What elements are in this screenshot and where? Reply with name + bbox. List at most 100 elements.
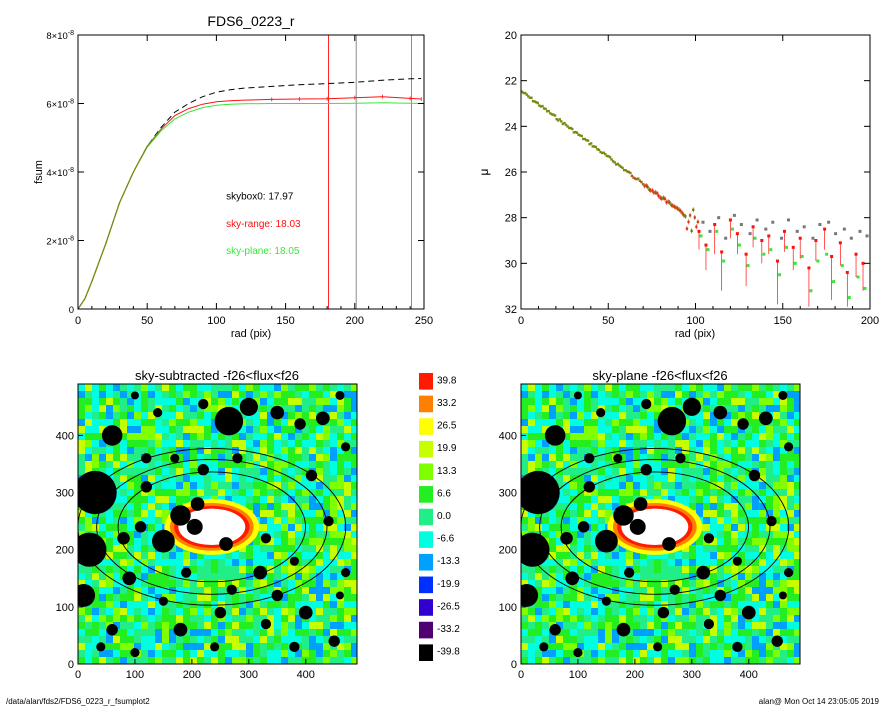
masked-star [214,606,227,619]
noise-tile [745,629,752,636]
noise-tile [106,594,113,601]
profile-point [611,160,615,163]
noise-tile [542,622,549,629]
noise-tile [302,405,309,412]
noise-tile [752,552,759,559]
noise-tile [577,573,584,580]
noise-tile [316,601,323,608]
noise-tile [570,440,577,447]
noise-tile [281,566,288,573]
noise-tile [689,643,696,650]
noise-tile [752,482,759,489]
outer-point-red [861,261,865,265]
noise-tile [682,559,689,566]
noise-tile [190,573,197,580]
noise-tile [612,503,619,510]
noise-tile [218,454,225,461]
profile-point [541,104,544,108]
noise-tile [316,391,323,398]
noise-tile [710,615,717,622]
noise-tile [661,482,668,489]
noise-tile [120,636,127,643]
noise-tile [556,461,563,468]
noise-tile [106,391,113,398]
noise-tile [85,629,92,636]
noise-tile [633,608,640,615]
noise-tile [106,517,113,524]
noise-tile [113,636,120,643]
noise-tile [85,517,92,524]
noise-tile [752,594,759,601]
noise-tile [591,461,598,468]
noise-tile [626,433,633,440]
colorbar-swatch [419,395,433,413]
noise-tile [253,608,260,615]
noise-tile [773,412,780,419]
noise-tile [724,538,731,545]
noise-tile [654,440,661,447]
noise-tile [239,580,246,587]
noise-tile [316,503,323,510]
noise-tile [288,447,295,454]
noise-tile [759,615,766,622]
noise-tile [155,622,162,629]
profile-point [599,150,602,154]
noise-tile [106,461,113,468]
noise-tile [141,559,148,566]
profile-point [549,112,552,115]
noise-tile [239,636,246,643]
noise-tile [668,566,675,573]
noise-tile [274,552,281,559]
noise-tile [710,587,717,594]
noise-tile [696,552,703,559]
noise-tile [731,461,738,468]
noise-tile [794,643,800,650]
noise-tile [717,650,724,657]
noise-tile [78,566,85,573]
masked-star [260,533,272,544]
noise-tile [120,496,127,503]
outer-point-red [791,245,795,249]
noise-tile [127,657,134,664]
noise-tile [717,461,724,468]
noise-tile [190,433,197,440]
profile-point [528,96,532,99]
noise-tile [183,426,190,433]
noise-tile [246,447,253,454]
profile-point [622,168,626,172]
noise-tile [591,517,598,524]
noise-tile [759,440,766,447]
noise-tile [745,433,752,440]
noise-tile [731,636,738,643]
noise-tile [288,594,295,601]
noise-tile [106,524,113,531]
noise-tile [155,594,162,601]
noise-tile [281,433,288,440]
noise-tile [225,384,232,391]
noise-tile [710,496,717,503]
noise-tile [570,538,577,545]
noise-tile [696,412,703,419]
profile-point [544,107,547,111]
noise-tile [703,594,710,601]
noise-tile [570,412,577,419]
noise-tile [731,503,738,510]
noise-tile [204,650,211,657]
noise-tile [141,489,148,496]
noise-tile [640,615,647,622]
noise-tile [302,510,309,517]
noise-tile [549,510,556,517]
noise-tile [309,440,316,447]
noise-tile [120,482,127,489]
noise-tile [281,594,288,601]
noise-tile [535,524,542,531]
masked-star [78,584,96,607]
noise-tile [738,461,745,468]
noise-tile [780,608,787,615]
noise-tile [176,426,183,433]
noise-tile [535,384,542,391]
outer-point-green [800,254,804,258]
noise-tile [612,650,619,657]
noise-tile [710,580,717,587]
noise-tile [675,566,682,573]
